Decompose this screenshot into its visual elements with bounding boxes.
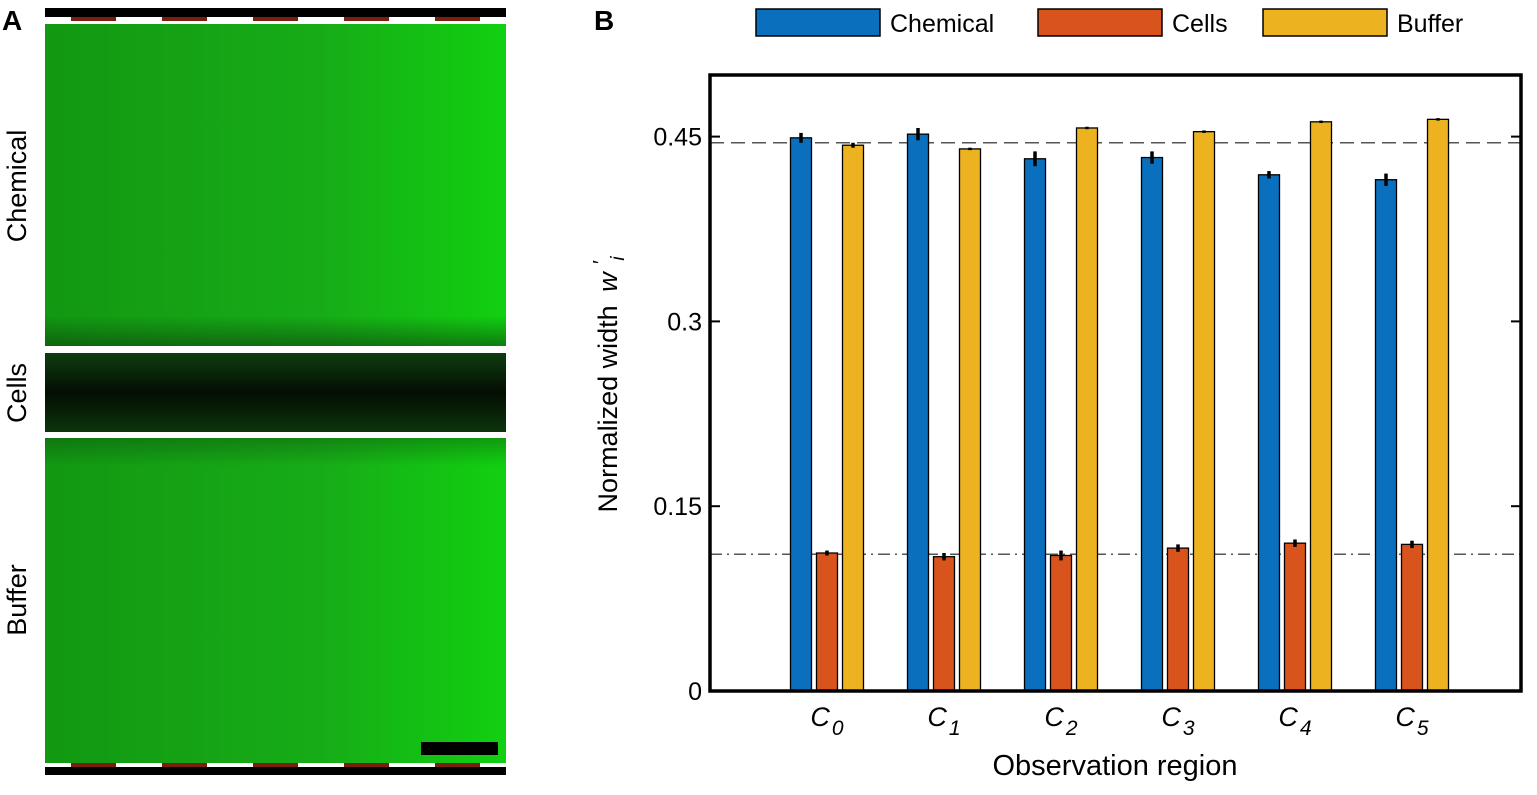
channel-label-chemical: Chemical — [2, 130, 32, 243]
bar-buffer-0 — [841, 144, 865, 692]
legend-label-buffer: Buffer — [1397, 10, 1463, 38]
bar-cells-5 — [1400, 543, 1424, 692]
legend-item-cells: Cells — [1037, 8, 1228, 38]
bottom-wall-markers — [71, 763, 480, 767]
panel-a: A Chemical Cells — [2, 5, 506, 775]
bar-cells-2 — [1049, 554, 1073, 692]
y-axis-title-text: Normalized width — [593, 305, 623, 512]
bar-buffer-3 — [1192, 131, 1216, 692]
plot-layer: 0 0.15 0.3 0.45 C0 C1 C2 C3 C4 C5 — [653, 73, 1523, 740]
x-tick-label-1: C1 — [927, 702, 960, 740]
y-tick-label-2: 0.3 — [667, 308, 702, 336]
y-axis-title-subscript: i — [608, 256, 629, 261]
y-axis-title: Normalized width w ′ i — [583, 254, 629, 513]
bar-chemical-1 — [906, 133, 930, 692]
y-tick-label-1: 0.15 — [653, 493, 702, 521]
y-axis-title-prime: ′ — [590, 260, 612, 265]
legend-item-chemical: Chemical — [755, 8, 994, 38]
x-tick-label-4: C4 — [1278, 702, 1311, 740]
legend-label-cells: Cells — [1172, 10, 1228, 38]
y-axis-title-symbol: w — [593, 271, 623, 292]
panel-b: B Chemical Cells Buffer Normalized width… — [583, 5, 1523, 782]
legend-swatch-chemical — [755, 8, 881, 37]
cells-stream-image — [45, 353, 506, 432]
bar-chemical-3 — [1140, 156, 1164, 692]
legend-item-buffer: Buffer — [1262, 8, 1463, 38]
bottom-wall — [45, 767, 506, 775]
legend-swatch-buffer — [1262, 8, 1388, 37]
bar-buffer-2 — [1075, 127, 1099, 692]
bar-buffer-5 — [1426, 118, 1450, 692]
bar-chemical-0 — [789, 137, 813, 692]
panel-b-label: B — [594, 5, 614, 36]
bar-buffer-4 — [1309, 121, 1333, 692]
channel-label-cells: Cells — [2, 363, 32, 423]
bar-chemical-5 — [1374, 179, 1398, 692]
top-wall — [45, 8, 506, 17]
legend-swatch-cells — [1037, 8, 1163, 37]
x-tick-label-3: C3 — [1161, 702, 1195, 740]
bar-buffer-1 — [958, 148, 982, 692]
x-tick-label-0: C0 — [810, 702, 844, 740]
legend-label-chemical: Chemical — [890, 10, 994, 38]
bar-chemical-2 — [1023, 158, 1047, 692]
bar-cells-3 — [1166, 547, 1190, 692]
top-wall-markers — [71, 17, 480, 21]
bar-cells-0 — [815, 552, 839, 692]
buffer-stream-image — [45, 438, 506, 763]
bar-cells-1 — [932, 556, 956, 692]
x-tick-label-2: C2 — [1044, 702, 1078, 740]
panel-a-label: A — [2, 5, 22, 36]
y-tick-label-3: 0.45 — [653, 124, 702, 152]
legend: Chemical Cells Buffer — [755, 8, 1463, 38]
scale-bar — [421, 742, 498, 755]
x-tick-label-5: C5 — [1395, 702, 1429, 740]
bar-chemical-4 — [1257, 174, 1281, 692]
chemical-stream-image — [45, 24, 506, 346]
bar-cells-4 — [1283, 542, 1307, 692]
plot-frame — [708, 73, 1523, 693]
y-tick-label-0: 0 — [688, 678, 702, 706]
channel-label-buffer: Buffer — [2, 564, 32, 636]
x-axis-title: Observation region — [992, 750, 1237, 782]
